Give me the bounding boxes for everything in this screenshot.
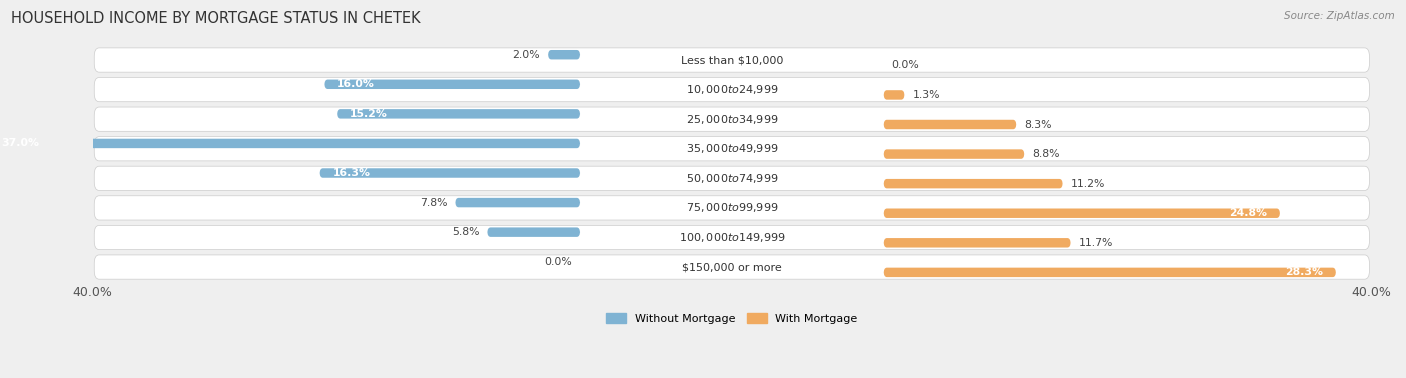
FancyBboxPatch shape — [883, 238, 1070, 248]
Text: 8.8%: 8.8% — [1032, 149, 1060, 159]
Text: 7.8%: 7.8% — [420, 198, 447, 208]
Text: 11.7%: 11.7% — [1078, 238, 1114, 248]
FancyBboxPatch shape — [883, 149, 1025, 159]
Text: 0.0%: 0.0% — [544, 257, 572, 267]
FancyBboxPatch shape — [325, 79, 581, 89]
Text: $150,000 or more: $150,000 or more — [682, 262, 782, 272]
Text: 1.3%: 1.3% — [912, 90, 941, 100]
Text: 15.2%: 15.2% — [350, 109, 388, 119]
Text: $50,000 to $74,999: $50,000 to $74,999 — [686, 172, 778, 185]
FancyBboxPatch shape — [883, 268, 1336, 277]
Text: $25,000 to $34,999: $25,000 to $34,999 — [686, 113, 778, 125]
Text: 11.2%: 11.2% — [1070, 179, 1105, 189]
FancyBboxPatch shape — [94, 77, 1369, 102]
FancyBboxPatch shape — [94, 48, 1369, 72]
FancyBboxPatch shape — [94, 255, 1369, 279]
Text: 0.0%: 0.0% — [891, 60, 920, 70]
FancyBboxPatch shape — [883, 179, 1063, 188]
FancyBboxPatch shape — [94, 225, 1369, 249]
FancyBboxPatch shape — [883, 120, 1017, 129]
Text: 8.3%: 8.3% — [1025, 119, 1052, 130]
Text: 5.8%: 5.8% — [451, 227, 479, 237]
Text: $10,000 to $24,999: $10,000 to $24,999 — [686, 83, 778, 96]
Text: 2.0%: 2.0% — [512, 50, 540, 60]
FancyBboxPatch shape — [548, 50, 581, 59]
FancyBboxPatch shape — [94, 196, 1369, 220]
Text: 37.0%: 37.0% — [1, 138, 39, 149]
Text: 16.3%: 16.3% — [332, 168, 370, 178]
Text: Less than $10,000: Less than $10,000 — [681, 55, 783, 65]
FancyBboxPatch shape — [94, 107, 1369, 131]
FancyBboxPatch shape — [488, 228, 581, 237]
FancyBboxPatch shape — [456, 198, 581, 207]
FancyBboxPatch shape — [94, 136, 1369, 161]
FancyBboxPatch shape — [337, 109, 581, 119]
Legend: Without Mortgage, With Mortgage: Without Mortgage, With Mortgage — [602, 309, 862, 328]
Text: 24.8%: 24.8% — [1229, 208, 1267, 218]
FancyBboxPatch shape — [94, 166, 1369, 191]
Text: Source: ZipAtlas.com: Source: ZipAtlas.com — [1284, 11, 1395, 21]
Text: HOUSEHOLD INCOME BY MORTGAGE STATUS IN CHETEK: HOUSEHOLD INCOME BY MORTGAGE STATUS IN C… — [11, 11, 420, 26]
Text: 28.3%: 28.3% — [1285, 267, 1323, 277]
Text: $75,000 to $99,999: $75,000 to $99,999 — [686, 201, 778, 214]
FancyBboxPatch shape — [319, 168, 581, 178]
Text: $100,000 to $149,999: $100,000 to $149,999 — [679, 231, 785, 244]
FancyBboxPatch shape — [883, 209, 1279, 218]
Text: 16.0%: 16.0% — [337, 79, 375, 89]
FancyBboxPatch shape — [883, 90, 904, 100]
Text: $35,000 to $49,999: $35,000 to $49,999 — [686, 142, 778, 155]
FancyBboxPatch shape — [0, 139, 581, 148]
